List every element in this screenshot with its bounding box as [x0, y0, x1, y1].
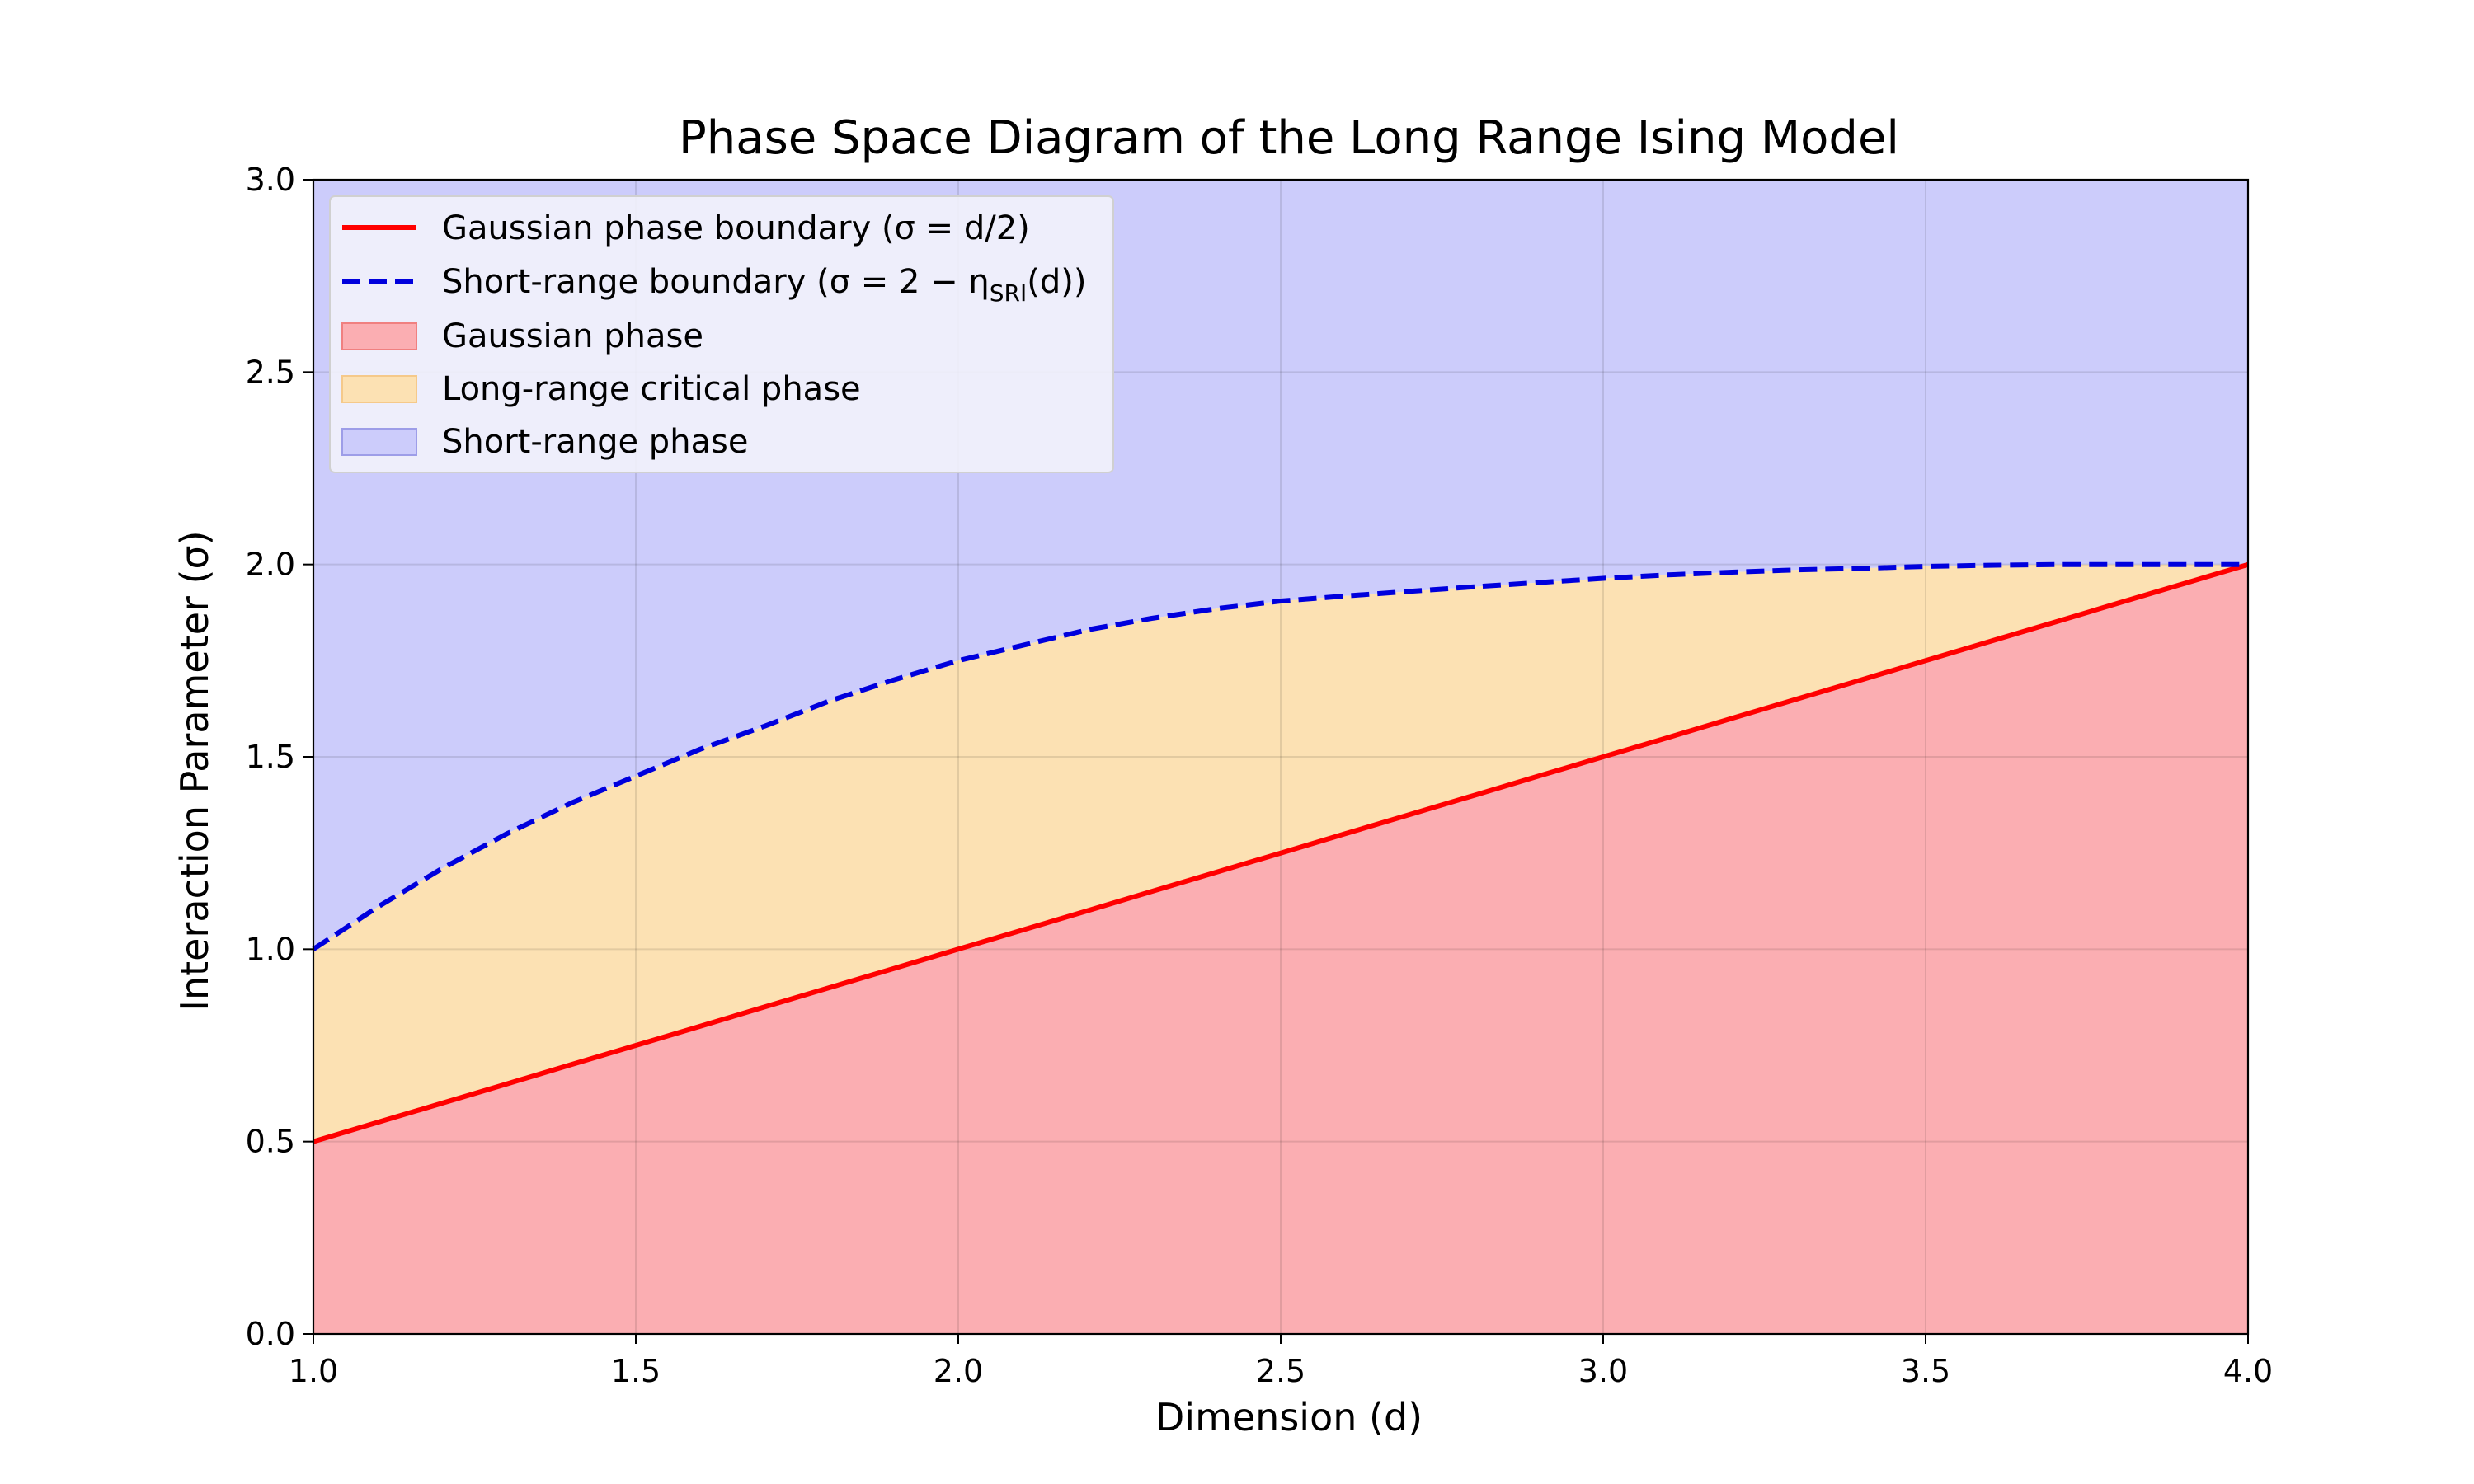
gaussian-boundary-line	[313, 561, 2249, 1144]
y-tick-label: 1.0	[246, 931, 295, 967]
region-gaussian-phase	[313, 564, 2248, 1334]
legend-box	[329, 195, 1114, 473]
y-tick-label: 3.0	[246, 162, 295, 198]
legend-long-range-phase-label: Long-range critical phase	[442, 370, 861, 408]
x-tick-label: 4.0	[2223, 1353, 2273, 1389]
legend-short-range-phase-label: Short-range phase	[442, 423, 749, 461]
axis-ticks: 1.0 1.5 2.0 2.5 3.0 3.5 4.0 0.0 0.5 1.0 1.5 2.0 2.5 3…	[246, 162, 2274, 1389]
legend-long-range-phase-swatch	[341, 375, 417, 403]
x-tick-label: 3.5	[1901, 1353, 1950, 1389]
y-tick-label: 0.5	[246, 1124, 295, 1160]
x-tick-label: 2.0	[934, 1353, 983, 1389]
legend-gaussian-boundary-label: Gaussian phase boundary (σ = d/2)	[442, 209, 1030, 247]
legend-short-range-phase-swatch	[341, 428, 417, 456]
x-tick-label: 1.0	[289, 1353, 338, 1389]
chart-title: Phase Space Diagram of the Long Range Is…	[679, 111, 1899, 165]
legend-short-range-boundary-label: Short-range boundary (σ = 2 − ηSRI(d))	[442, 263, 1086, 307]
y-axis-label: Interaction Parameter (σ)	[172, 530, 217, 1011]
x-tick-label: 2.5	[1256, 1353, 1305, 1389]
y-tick-label: 1.5	[246, 739, 295, 775]
x-tick-label: 3.0	[1578, 1353, 1628, 1389]
legend-gaussian-phase-swatch	[341, 322, 417, 350]
short-range-boundary-line	[312, 561, 2248, 951]
legend-gaussian-phase-label: Gaussian phase	[442, 317, 703, 355]
x-axis-label: Dimension (d)	[1155, 1395, 1423, 1439]
y-tick-label: 0.0	[246, 1316, 295, 1352]
y-tick-label: 2.0	[246, 547, 295, 583]
y-tick-label: 2.5	[246, 354, 295, 390]
boundary-lines	[312, 561, 2249, 1144]
x-tick-label: 1.5	[611, 1353, 661, 1389]
legend: Gaussian phase boundary (σ = d/2) Short-…	[329, 195, 1114, 473]
